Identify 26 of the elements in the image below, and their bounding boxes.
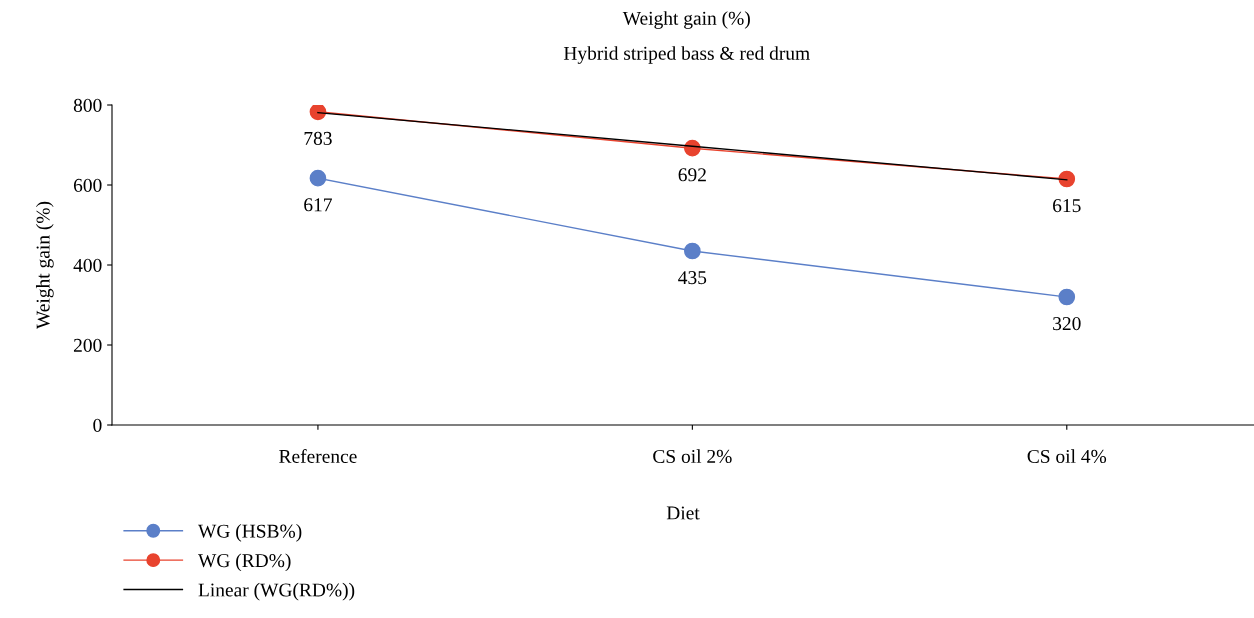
y-tick-label: 800 <box>73 98 102 112</box>
data-label: 617 <box>304 198 332 212</box>
point <box>1058 170 1076 188</box>
legend-label: WG (RD%) <box>198 553 291 572</box>
y-tick-label: 600 <box>73 178 102 192</box>
y-axis-title: Weight gain (%) <box>35 201 54 329</box>
x-tick-label: CS oil 2% <box>653 449 732 464</box>
point <box>684 242 701 260</box>
y-tick-label: 0 <box>93 418 102 432</box>
data-label: 692 <box>678 168 706 182</box>
x-tick-label: Reference <box>279 449 357 463</box>
point <box>309 105 327 121</box>
data-label: 615 <box>1053 199 1081 213</box>
legend-label: WG (HSB%) <box>198 524 302 542</box>
legend-label: Linear (WG(RD%)) <box>198 582 355 601</box>
y-tick-label: 400 <box>73 258 102 272</box>
x-tick-label: CS oil 4% <box>1027 449 1107 464</box>
x-axis-title: Diet <box>666 506 700 520</box>
chart-subtitle: Hybrid striped bass & red drum <box>563 46 810 64</box>
point <box>1058 288 1076 306</box>
data-label: 783 <box>304 131 332 145</box>
data-label: 435 <box>678 271 707 285</box>
data-label: 320 <box>1053 317 1081 331</box>
chart-title: Weight gain (%) <box>622 11 750 29</box>
point <box>309 169 327 187</box>
y-tick-label: 200 <box>73 338 102 352</box>
